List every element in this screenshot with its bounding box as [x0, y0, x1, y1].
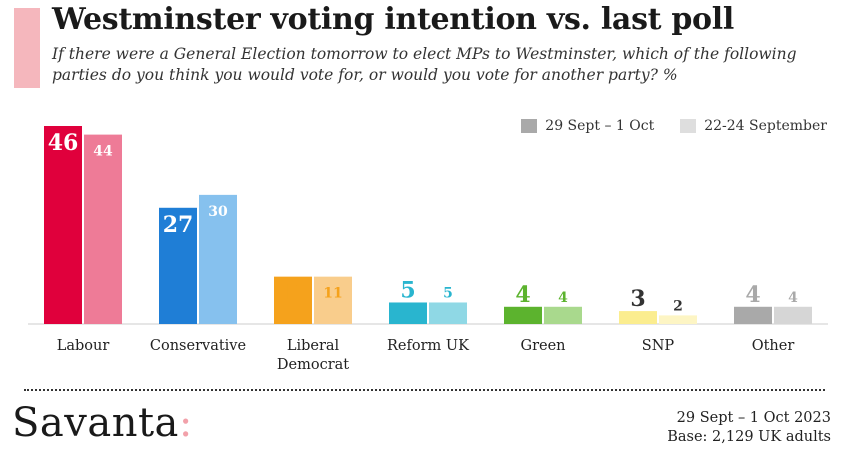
bar-conservative-series-2: [199, 194, 237, 324]
footer-info: 29 Sept – 1 Oct 2023 Base: 2,129 UK adul…: [667, 409, 831, 447]
accent-bar: [14, 8, 40, 88]
category-label-labour: Labour: [57, 338, 110, 354]
legend-label-current: 29 Sept – 1 Oct: [545, 118, 655, 134]
legend-item-previous: 22-24 September: [680, 118, 827, 134]
data-label-reform-uk-series-1: 5: [400, 277, 415, 303]
bar-conservative-series-1: [159, 207, 197, 324]
category-label-other: Other: [752, 338, 795, 354]
data-label-liberal-democrat-series-1: 11: [278, 281, 309, 307]
bar-liberal-democrat-series-2: [314, 276, 352, 324]
data-label-green-series-2: 4: [558, 290, 568, 306]
bar-labour-series-1: [44, 126, 82, 324]
data-label-snp-series-1: 3: [630, 286, 645, 312]
bar-green-series-2: [544, 306, 582, 324]
legend-label-previous: 22-24 September: [704, 118, 827, 134]
bar-green-series-1: [504, 306, 542, 324]
chart-subtitle: If there were a General Election tomorro…: [52, 45, 797, 84]
data-label-liberal-democrat-series-2: 11: [323, 286, 342, 302]
category-label-snp: SNP: [642, 338, 675, 354]
bar-other-series-2: [774, 306, 812, 324]
sample-base: Base: 2,129 UK adults: [667, 429, 831, 445]
data-label-reform-uk-series-2: 5: [443, 285, 453, 301]
divider: [24, 389, 825, 391]
data-label-snp-series-2: 2: [673, 298, 683, 314]
legend: 29 Sept – 1 Oct 22-24 September: [521, 118, 827, 134]
data-label-conservative-series-2: 30: [208, 204, 228, 220]
chart-title: Westminster voting intention vs. last po…: [52, 2, 734, 37]
legend-swatch-previous: [680, 119, 697, 133]
bar-other-series-1: [734, 306, 772, 324]
bar-snp-series-1: [619, 311, 657, 324]
data-label-green-series-1: 4: [515, 282, 530, 308]
category-label-liberal-democrat: Liberal: [287, 338, 340, 354]
data-label-labour-series-1: 46: [48, 130, 79, 156]
data-label-other-series-1: 4: [745, 282, 760, 308]
data-label-labour-series-2: 44: [93, 144, 113, 160]
legend-swatch-current: [521, 119, 538, 133]
category-label-green: Green: [520, 338, 565, 354]
fieldwork-date: 29 Sept – 1 Oct 2023: [676, 410, 831, 426]
bar-labour-series-2: [84, 134, 122, 324]
bar-liberal-democrat-series-1: [274, 276, 312, 324]
brand-name: Savanta: [12, 400, 179, 446]
category-label-reform-uk: Reform UK: [387, 338, 470, 354]
savanta-logo: Savanta:: [12, 400, 193, 446]
legend-item-current: 29 Sept – 1 Oct: [521, 118, 654, 134]
brand-mark: :: [178, 400, 193, 446]
bar-reform-uk-series-1: [389, 302, 427, 324]
bar-snp-series-2: [659, 315, 697, 324]
category-label-conservative: Conservative: [150, 338, 246, 354]
data-label-conservative-series-1: 27: [163, 212, 194, 238]
category-label-liberal-democrat: Democrat: [277, 357, 349, 373]
bar-reform-uk-series-2: [429, 302, 467, 324]
data-label-other-series-2: 4: [788, 290, 798, 306]
